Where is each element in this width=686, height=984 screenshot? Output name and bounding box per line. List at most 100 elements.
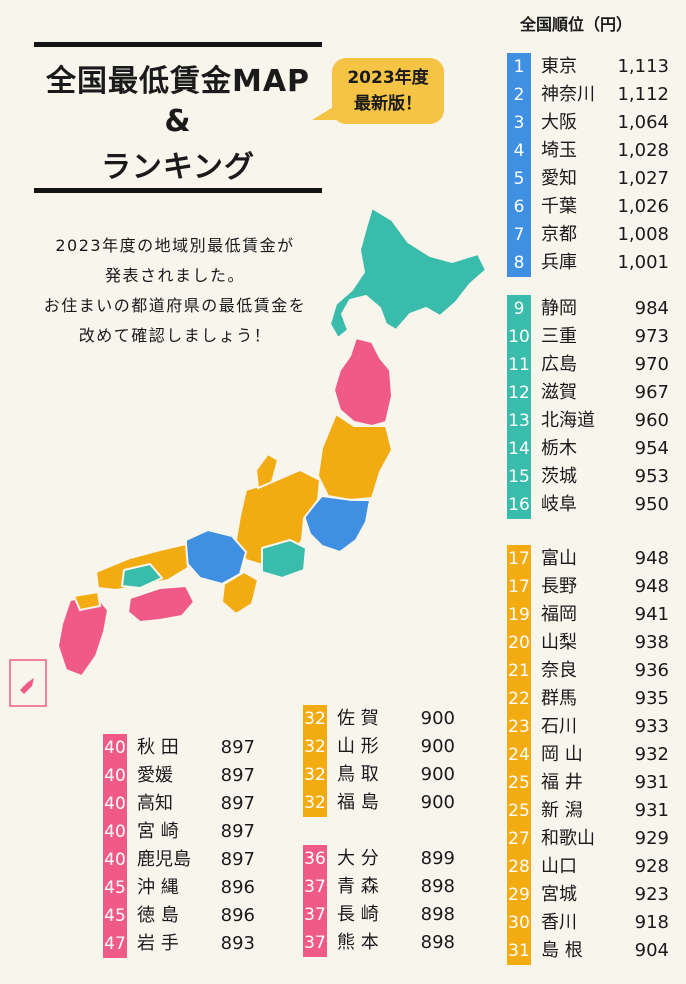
ranking-row: 45 沖 縄 896	[103, 874, 255, 902]
rank-number: 13	[507, 407, 531, 435]
ranking-row: 40 鹿児島 897	[103, 846, 255, 874]
minimum-wage: 1,113	[617, 56, 669, 77]
minimum-wage: 897	[220, 765, 255, 786]
minimum-wage: 896	[220, 877, 255, 898]
prefecture-name: 福 井	[541, 772, 583, 793]
ranking-row: 36 大 分 899	[303, 845, 455, 873]
rank-number: 4	[507, 137, 531, 165]
prefecture-name: 愛知	[541, 168, 577, 189]
prefecture-name: 山梨	[541, 632, 577, 653]
map-fukuoka	[72, 590, 102, 612]
rank-number: 45	[103, 874, 127, 902]
map-kyushu	[56, 594, 110, 678]
minimum-wage: 935	[634, 688, 669, 709]
rank-number: 23	[507, 713, 531, 741]
rank-number: 9	[507, 295, 531, 323]
minimum-wage: 893	[220, 933, 255, 954]
rank-number: 25	[507, 769, 531, 797]
ranking-row: 30 香川 918	[507, 909, 669, 937]
minimum-wage: 941	[634, 604, 669, 625]
ranking-list-orange-right: 17 富山 948 17 長野 948 19 福岡 941 20 山梨 938 21 奈良 936 22 群馬 9…	[507, 545, 669, 965]
prefecture-name: 山 形	[337, 736, 379, 757]
rank-number: 22	[507, 685, 531, 713]
rank-number: 15	[507, 463, 531, 491]
minimum-wage: 948	[634, 548, 669, 569]
ranking-row: 6 千葉 1,026	[507, 193, 669, 221]
ranking-row: 37 青 森 898	[303, 873, 455, 901]
rank-number: 20	[507, 629, 531, 657]
ranking-row: 8 兵庫 1,001	[507, 249, 669, 277]
map-hokkaido	[328, 206, 488, 340]
minimum-wage: 899	[420, 848, 455, 869]
minimum-wage: 931	[634, 800, 669, 821]
ranking-list-orange-mid: 32 佐 賀 900 32 山 形 900 32 鳥 取 900 32 福 島 900	[303, 705, 455, 817]
rank-number: 32	[303, 761, 327, 789]
rank-number: 40	[103, 818, 127, 846]
rank-number: 37	[303, 901, 327, 929]
map-hiroshima	[120, 562, 164, 590]
ranking-title: 全国順位（円）	[520, 15, 633, 34]
map-okinawa	[20, 678, 34, 694]
rank-number: 45	[103, 902, 127, 930]
map-tokai	[261, 538, 308, 580]
ranking-row: 11 広島 970	[507, 351, 669, 379]
rank-number: 32	[303, 705, 327, 733]
rank-number: 32	[303, 733, 327, 761]
rank-number: 11	[507, 351, 531, 379]
minimum-wage: 936	[634, 660, 669, 681]
prefecture-name: 岐阜	[541, 494, 577, 515]
prefecture-name: 鳥 取	[337, 764, 379, 785]
minimum-wage: 950	[634, 494, 669, 515]
minimum-wage: 1,028	[617, 140, 669, 161]
prefecture-name: 佐 賀	[337, 708, 379, 729]
prefecture-name: 埼玉	[541, 140, 577, 161]
rank-number: 40	[103, 734, 127, 762]
edition-badge: 2023年度 最新版！	[332, 58, 444, 124]
rank-number: 27	[507, 825, 531, 853]
minimum-wage: 1,112	[617, 84, 669, 105]
rank-number: 6	[507, 193, 531, 221]
ranking-row: 31 島 根 904	[507, 937, 669, 965]
minimum-wage: 948	[634, 576, 669, 597]
rank-number: 32	[303, 789, 327, 817]
prefecture-name: 長 崎	[337, 904, 379, 925]
rank-number: 12	[507, 379, 531, 407]
ranking-row: 13 北海道 960	[507, 407, 669, 435]
ranking-row: 47 岩 手 893	[103, 930, 255, 958]
map-noto	[254, 452, 280, 490]
prefecture-name: 奈良	[541, 660, 577, 681]
ranking-row: 3 大阪 1,064	[507, 109, 669, 137]
prefecture-name: 和歌山	[541, 828, 595, 849]
minimum-wage: 897	[220, 793, 255, 814]
prefecture-name: 沖 縄	[137, 877, 179, 898]
minimum-wage: 923	[634, 884, 669, 905]
prefecture-name: 青 森	[337, 876, 379, 897]
ranking-row: 4 埼玉 1,028	[507, 137, 669, 165]
minimum-wage: 1,001	[617, 252, 669, 273]
ranking-row: 40 宮 崎 897	[103, 818, 255, 846]
prefecture-name: 愛媛	[137, 765, 173, 786]
minimum-wage: 898	[420, 932, 455, 953]
ranking-row: 21 奈良 936	[507, 657, 669, 685]
minimum-wage: 973	[634, 326, 669, 347]
rank-number: 1	[507, 53, 531, 81]
ranking-row: 40 秋 田 897	[103, 734, 255, 762]
ranking-row: 32 鳥 取 900	[303, 761, 455, 789]
prefecture-name: 京都	[541, 224, 577, 245]
ranking-row: 32 佐 賀 900	[303, 705, 455, 733]
ranking-list-teal: 9 静岡 984 10 三重 973 11 広島 970 12 滋賀 967 13 北海道 960 14 栃木 9…	[507, 295, 669, 519]
description-line: お住まいの都道府県の最低賃金を	[43, 296, 307, 315]
prefecture-name: 静岡	[541, 298, 577, 319]
rank-number: 37	[303, 929, 327, 957]
ranking-row: 45 徳 島 896	[103, 902, 255, 930]
ranking-row: 32 山 形 900	[303, 733, 455, 761]
ranking-row: 37 長 崎 898	[303, 901, 455, 929]
prefecture-name: 熊 本	[337, 932, 379, 953]
title-rule-bottom	[34, 188, 322, 193]
ranking-row: 12 滋賀 967	[507, 379, 669, 407]
ranking-row: 29 宮城 923	[507, 881, 669, 909]
title-rule-top	[34, 42, 322, 47]
prefecture-name: 栃木	[541, 438, 577, 459]
minimum-wage: 928	[634, 856, 669, 877]
ranking-row: 40 愛媛 897	[103, 762, 255, 790]
